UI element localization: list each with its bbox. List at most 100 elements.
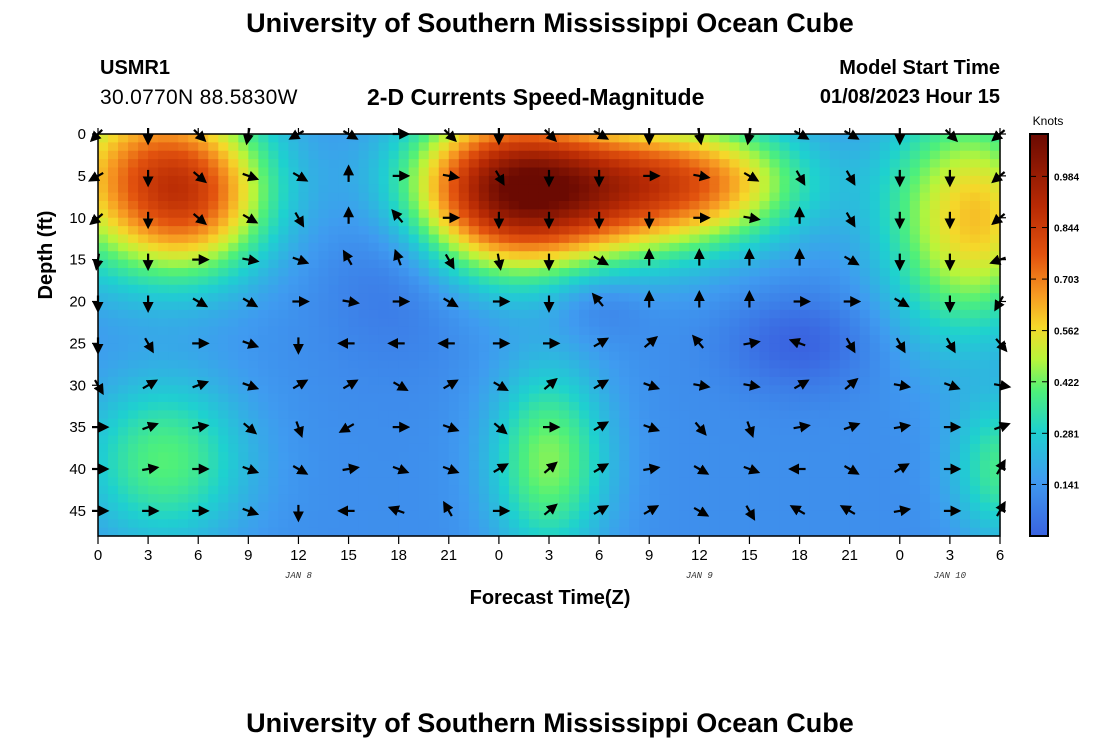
heatmap-cell xyxy=(769,385,781,395)
heatmap-cell xyxy=(368,494,380,504)
heatmap-cell xyxy=(599,427,610,437)
current-vector xyxy=(743,379,761,391)
heatmap-cell xyxy=(398,159,410,169)
heatmap-cell xyxy=(889,309,901,319)
heatmap-cell xyxy=(248,268,259,277)
heatmap-cell xyxy=(98,443,109,453)
heatmap-cell xyxy=(599,393,610,403)
heatmap-cell xyxy=(929,167,941,177)
heatmap-cell xyxy=(158,293,169,303)
heatmap-cell xyxy=(268,502,279,512)
heatmap-cell xyxy=(358,469,370,478)
heatmap-cell xyxy=(969,159,981,169)
heatmap-cell xyxy=(368,469,380,478)
heatmap-cell xyxy=(538,469,550,478)
heatmap-cell xyxy=(448,435,460,445)
heatmap-cell xyxy=(168,175,179,185)
heatmap-cell xyxy=(729,251,741,261)
heatmap-cell xyxy=(779,226,791,236)
heatmap-cell xyxy=(989,443,1001,453)
heatmap-cell xyxy=(218,443,229,453)
heatmap-cell xyxy=(789,309,801,319)
heatmap-cell xyxy=(719,385,730,395)
current-vector xyxy=(843,464,860,475)
heatmap-cell xyxy=(639,326,650,336)
heatmap-cell xyxy=(198,293,209,303)
heatmap-cell xyxy=(649,284,660,294)
heatmap-cell xyxy=(849,209,861,219)
heatmap-cell xyxy=(839,368,851,378)
heatmap-cell xyxy=(498,469,510,478)
heatmap-cell xyxy=(579,209,590,219)
heatmap-cell xyxy=(148,485,159,495)
heatmap-cell xyxy=(819,184,831,194)
heatmap-cell xyxy=(508,259,520,269)
heatmap-cell xyxy=(488,427,500,437)
heatmap-cell xyxy=(699,309,710,319)
heatmap-cell xyxy=(949,293,961,303)
heatmap-cell xyxy=(368,376,380,386)
heatmap-cell xyxy=(589,209,600,219)
heatmap-cell xyxy=(298,284,310,294)
heatmap-cell xyxy=(348,259,360,269)
heatmap-cell xyxy=(989,309,1001,319)
heatmap-cell xyxy=(939,452,951,462)
heatmap-cell xyxy=(188,159,199,169)
heatmap-cell xyxy=(759,150,771,160)
heatmap-cell xyxy=(428,343,440,353)
heatmap-cell xyxy=(739,469,751,478)
x-tick-label: 21 xyxy=(841,547,858,564)
heatmap-cell xyxy=(478,351,490,361)
heatmap-cell xyxy=(699,485,710,495)
heatmap-cell xyxy=(228,469,239,478)
heatmap-cell xyxy=(969,335,981,344)
heatmap-cell xyxy=(599,184,610,194)
heatmap-cell xyxy=(398,318,410,328)
heatmap-cell xyxy=(138,402,149,411)
current-vector xyxy=(743,212,761,224)
heatmap-cell xyxy=(248,201,259,210)
heatmap-cell xyxy=(378,276,390,286)
heatmap-cell xyxy=(418,209,430,219)
heatmap-cell xyxy=(148,242,159,252)
heatmap-cell xyxy=(619,427,630,437)
heatmap-cell xyxy=(979,443,991,453)
heatmap-cell xyxy=(418,410,430,420)
heatmap-cell xyxy=(468,259,480,269)
heatmap-cell xyxy=(909,427,921,437)
heatmap-cell xyxy=(178,343,189,353)
heatmap-cell xyxy=(759,159,771,169)
heatmap-cell xyxy=(308,209,320,219)
heatmap-cell xyxy=(649,485,660,495)
current-vector xyxy=(292,171,309,182)
heatmap-cell xyxy=(879,268,891,277)
heatmap-cell xyxy=(198,192,209,202)
x-tick-label: 15 xyxy=(741,547,758,564)
heatmap-cell xyxy=(138,226,149,236)
heatmap-cell xyxy=(609,427,620,437)
heatmap-cell xyxy=(759,527,771,537)
heatmap-cell xyxy=(118,435,129,445)
heatmap-cell xyxy=(288,217,300,227)
heatmap-cell xyxy=(719,485,730,495)
heatmap-cell xyxy=(468,201,480,210)
heatmap-cell xyxy=(879,167,891,177)
heatmap-cell xyxy=(468,510,480,520)
heatmap-cell xyxy=(438,318,450,328)
heatmap-cell xyxy=(478,226,490,236)
heatmap-cell xyxy=(378,477,390,487)
heatmap-cell xyxy=(639,385,650,395)
heatmap-cell xyxy=(889,226,901,236)
heatmap-cell xyxy=(639,276,650,286)
heatmap-cell xyxy=(448,343,460,353)
heatmap-cell xyxy=(518,435,530,445)
heatmap-cell xyxy=(448,351,460,361)
heatmap-cell xyxy=(388,443,400,453)
heatmap-cell xyxy=(198,360,209,370)
heatmap-cell xyxy=(228,376,239,386)
heatmap-cell xyxy=(569,276,580,286)
heatmap-cell xyxy=(358,343,370,353)
heatmap-cell xyxy=(849,443,861,453)
heatmap-cell xyxy=(178,485,189,495)
y-tick-label: 35 xyxy=(69,419,86,436)
